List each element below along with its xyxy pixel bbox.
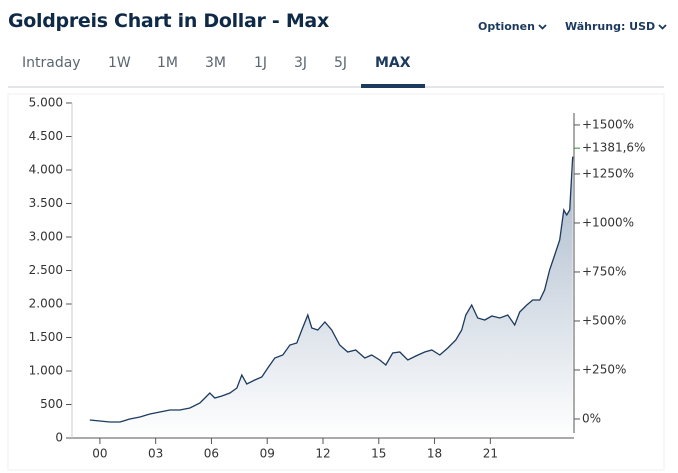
range-tab[interactable]: Intraday bbox=[22, 55, 81, 71]
options-menu[interactable]: Optionen bbox=[478, 20, 547, 33]
y-tick-label: 1.500 bbox=[29, 330, 63, 344]
range-tabs: Intraday 1W 1M 3M 1J 3J 5J MAX bbox=[8, 48, 664, 88]
y-tick-label: 1.000 bbox=[29, 364, 63, 378]
y-tick-label: 0 bbox=[55, 431, 63, 445]
y-tick-label: 3.500 bbox=[29, 196, 63, 210]
chevron bbox=[658, 24, 667, 30]
x-tick-label: 09 bbox=[260, 447, 275, 461]
price-line bbox=[89, 156, 574, 423]
page-title: Goldpreis Chart in Dollar - Max bbox=[8, 10, 329, 32]
range-tab[interactable]: 3J bbox=[294, 55, 308, 71]
chevron bbox=[538, 24, 547, 30]
currency-menu[interactable]: Währung: USD bbox=[565, 20, 667, 33]
x-tick-label: 21 bbox=[483, 447, 498, 461]
range-tab[interactable]: 3M bbox=[205, 55, 226, 71]
x-tick-label: 03 bbox=[148, 447, 163, 461]
y-tick-label: 5.000 bbox=[29, 96, 63, 110]
chart-frame bbox=[7, 93, 665, 471]
y2-tick-label: 0% bbox=[582, 411, 601, 425]
y-tick-label: 2.500 bbox=[29, 263, 63, 277]
y-tick-label: 500 bbox=[40, 397, 63, 411]
range-tab[interactable]: MAX bbox=[361, 55, 424, 88]
chart: 0 500 1.000 1.500 2.000 2.500 3.000 3.500 4.000 4… bbox=[7, 93, 665, 471]
range-tab[interactable]: 1J bbox=[254, 55, 268, 71]
range-tab[interactable]: 1M bbox=[157, 55, 178, 71]
y-tick-label: 4.000 bbox=[29, 163, 63, 177]
x-tick-label: 15 bbox=[371, 447, 386, 461]
y-tick-label: 4.500 bbox=[29, 129, 63, 143]
x-tick-label: 06 bbox=[204, 447, 219, 461]
y2-tick-label: +750% bbox=[582, 264, 626, 278]
area bbox=[89, 156, 573, 438]
current-change-label: +1381,6% bbox=[582, 141, 645, 155]
y2-tick-label: +1500% bbox=[582, 117, 634, 131]
y2-tick-label: +500% bbox=[582, 313, 626, 327]
x-tick-label: 00 bbox=[92, 447, 107, 461]
y2-tick-label: +250% bbox=[582, 362, 626, 376]
y2-tick-label: +1000% bbox=[582, 215, 634, 229]
y-tick-label: 3.000 bbox=[29, 230, 63, 244]
options-label: Optionen bbox=[478, 20, 535, 33]
y-tick-label: 2.000 bbox=[29, 297, 63, 311]
x-tick-label: 18 bbox=[427, 447, 442, 461]
range-tab[interactable]: 1W bbox=[108, 55, 131, 71]
range-tab[interactable]: 5J bbox=[334, 55, 348, 71]
currency-label: Währung: USD bbox=[565, 20, 656, 33]
x-tick-label: 12 bbox=[315, 447, 330, 461]
y2-tick-label: +1250% bbox=[582, 166, 634, 180]
